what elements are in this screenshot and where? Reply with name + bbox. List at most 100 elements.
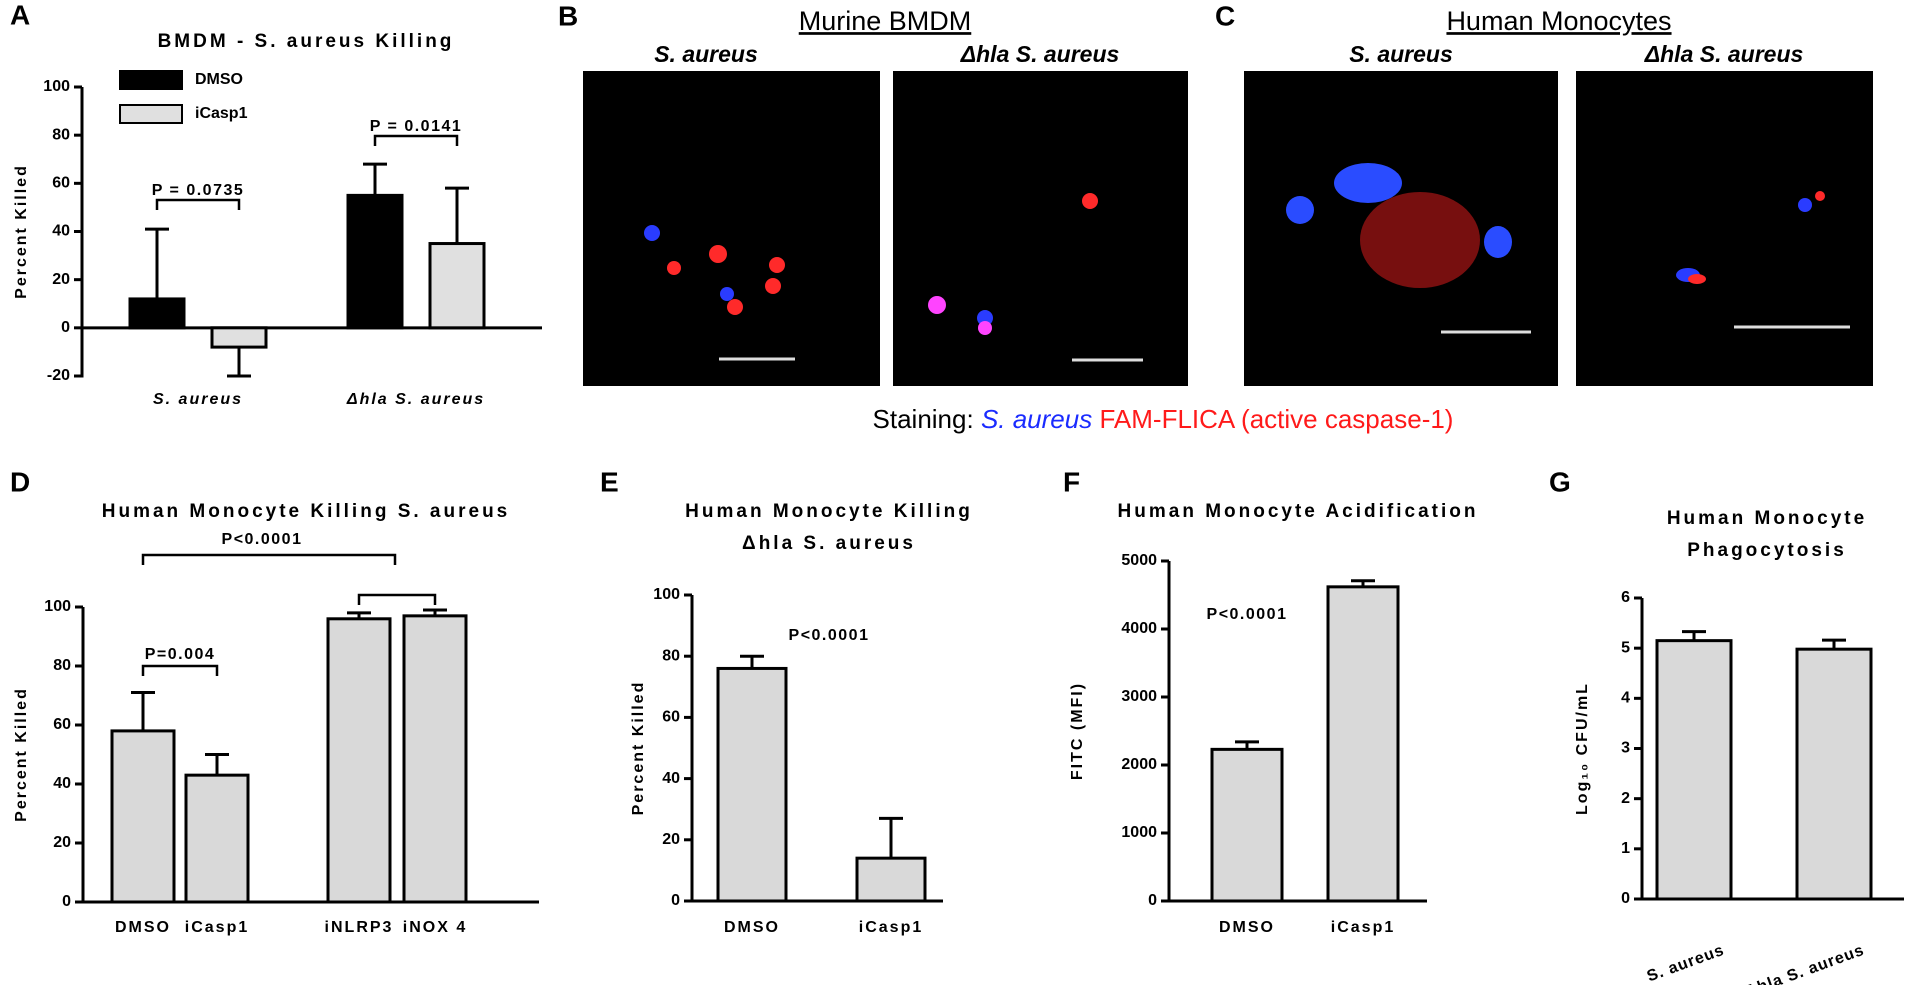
panel-letter: B — [558, 0, 578, 31]
y-axis-label: Log₁₀ CFU/mL — [1574, 682, 1591, 815]
y-tick-label: 0 — [1148, 892, 1157, 909]
panel-letter: G — [1549, 466, 1571, 497]
annotation: P = 0.0735 — [152, 182, 245, 199]
panel-letter: E — [600, 466, 619, 497]
y-tick-label: 1 — [1621, 840, 1630, 857]
legend-label: DMSO — [195, 71, 243, 88]
legend-swatch — [119, 70, 183, 90]
bar — [855, 856, 927, 903]
y-tick-label: 60 — [53, 716, 71, 733]
image-label: Δhla S. aureus — [960, 41, 1120, 67]
y-tick-label: 20 — [53, 834, 71, 851]
staining-second: FAM-FLICA (active caspase-1) — [1099, 404, 1453, 434]
y-axis-label: FITC (MFI) — [1069, 682, 1086, 780]
chart-title: Phagocytosis — [1687, 540, 1847, 561]
annotation: P<0.0001 — [789, 627, 870, 644]
y-tick-label: 0 — [1621, 890, 1630, 907]
bar — [402, 614, 468, 904]
x-tick-label: DMSO — [724, 919, 780, 936]
image-label: S. aureus — [654, 41, 758, 67]
y-tick-label: 100 — [653, 586, 680, 603]
bar — [184, 773, 250, 904]
x-tick-label: DMSO — [115, 919, 171, 936]
annotation: P<0.0001 — [1207, 606, 1288, 623]
y-tick-label: 0 — [62, 893, 71, 910]
y-tick-label: 2000 — [1121, 756, 1157, 773]
annotation: P = 0.0141 — [370, 118, 463, 135]
x-tick-label: S. aureus — [153, 391, 243, 408]
bar — [428, 242, 486, 330]
y-axis-label: Percent Killed — [630, 681, 647, 816]
y-tick-label: 6 — [1621, 589, 1630, 606]
x-tick-label: iNOX 4 — [403, 919, 467, 936]
bracket — [357, 593, 437, 605]
y-tick-label: 40 — [53, 775, 71, 792]
y-tick-label: 80 — [662, 647, 680, 664]
annotation: P<0.0001 — [222, 531, 303, 548]
bar — [210, 326, 268, 349]
y-tick-label: 80 — [53, 657, 71, 674]
bar — [110, 729, 176, 904]
x-tick-label: S. aureus — [1645, 942, 1727, 985]
legend-label: iCasp1 — [195, 105, 248, 122]
y-tick-label: 20 — [52, 271, 70, 288]
y-tick-label: 100 — [44, 598, 71, 615]
y-tick-label: 0 — [671, 892, 680, 909]
x-tick-label: iNLRP3 — [325, 919, 394, 936]
image-title: Human Monocytes — [1446, 6, 1671, 36]
bar — [1210, 747, 1284, 903]
y-tick-label: 40 — [662, 770, 680, 787]
x-tick-label: iCasp1 — [859, 919, 923, 936]
legend-swatch — [119, 104, 183, 124]
bracket — [141, 553, 397, 565]
y-tick-label: 3000 — [1121, 688, 1157, 705]
y-tick-label: 4 — [1621, 690, 1630, 707]
y-tick-label: 0 — [61, 319, 70, 336]
y-tick-label: 2 — [1621, 790, 1630, 807]
chart-title: Δhla S. aureus — [742, 533, 916, 554]
chart-title: Human Monocyte Acidification — [1118, 501, 1479, 522]
bar — [128, 297, 186, 330]
bracket — [373, 134, 459, 146]
y-tick-label: 60 — [662, 709, 680, 726]
image-label: Δhla S. aureus — [1644, 41, 1804, 67]
bar — [1795, 647, 1873, 901]
image-title: Murine BMDM — [799, 6, 972, 36]
panel-letter: A — [10, 0, 30, 30]
y-tick-label: 5000 — [1121, 552, 1157, 569]
y-tick-label: 80 — [52, 126, 70, 143]
x-tick-label: Δhla S. aureus — [1743, 942, 1866, 985]
bracket — [155, 198, 241, 210]
x-tick-label: DMSO — [1219, 919, 1275, 936]
staining-first: S. aureus — [981, 404, 1092, 434]
bar — [716, 666, 788, 903]
bar — [1326, 585, 1400, 903]
y-tick-label: 5 — [1621, 639, 1630, 656]
micrographs — [583, 71, 1873, 386]
y-tick-label: 3 — [1621, 740, 1630, 757]
bar — [346, 193, 404, 330]
panel-letter: C — [1215, 0, 1235, 31]
y-axis-label: Percent Killed — [13, 164, 30, 299]
y-tick-label: 40 — [52, 223, 70, 240]
chart-title: BMDM - S. aureus Killing — [158, 31, 455, 52]
x-tick-label: Δhla S. aureus — [346, 391, 485, 408]
staining-prefix: Staining: — [873, 404, 974, 434]
annotation: P=0.004 — [145, 646, 216, 663]
staining-legend: Staining: S. aureus FAM-FLICA (active ca… — [873, 404, 1454, 434]
y-tick-label: -20 — [47, 367, 70, 384]
y-tick-label: 1000 — [1121, 824, 1157, 841]
y-axis-label: Percent Killed — [13, 687, 30, 822]
image-label: S. aureus — [1349, 41, 1453, 67]
bar — [326, 617, 392, 904]
y-tick-label: 100 — [43, 78, 70, 95]
y-tick-label: 20 — [662, 831, 680, 848]
panel-letter: F — [1063, 466, 1080, 497]
x-tick-label: iCasp1 — [185, 919, 249, 936]
bar — [1655, 639, 1733, 901]
x-tick-label: iCasp1 — [1331, 919, 1395, 936]
bracket — [141, 664, 219, 676]
chart-title: Human Monocyte — [1667, 508, 1867, 529]
panel-letter: D — [10, 466, 30, 497]
